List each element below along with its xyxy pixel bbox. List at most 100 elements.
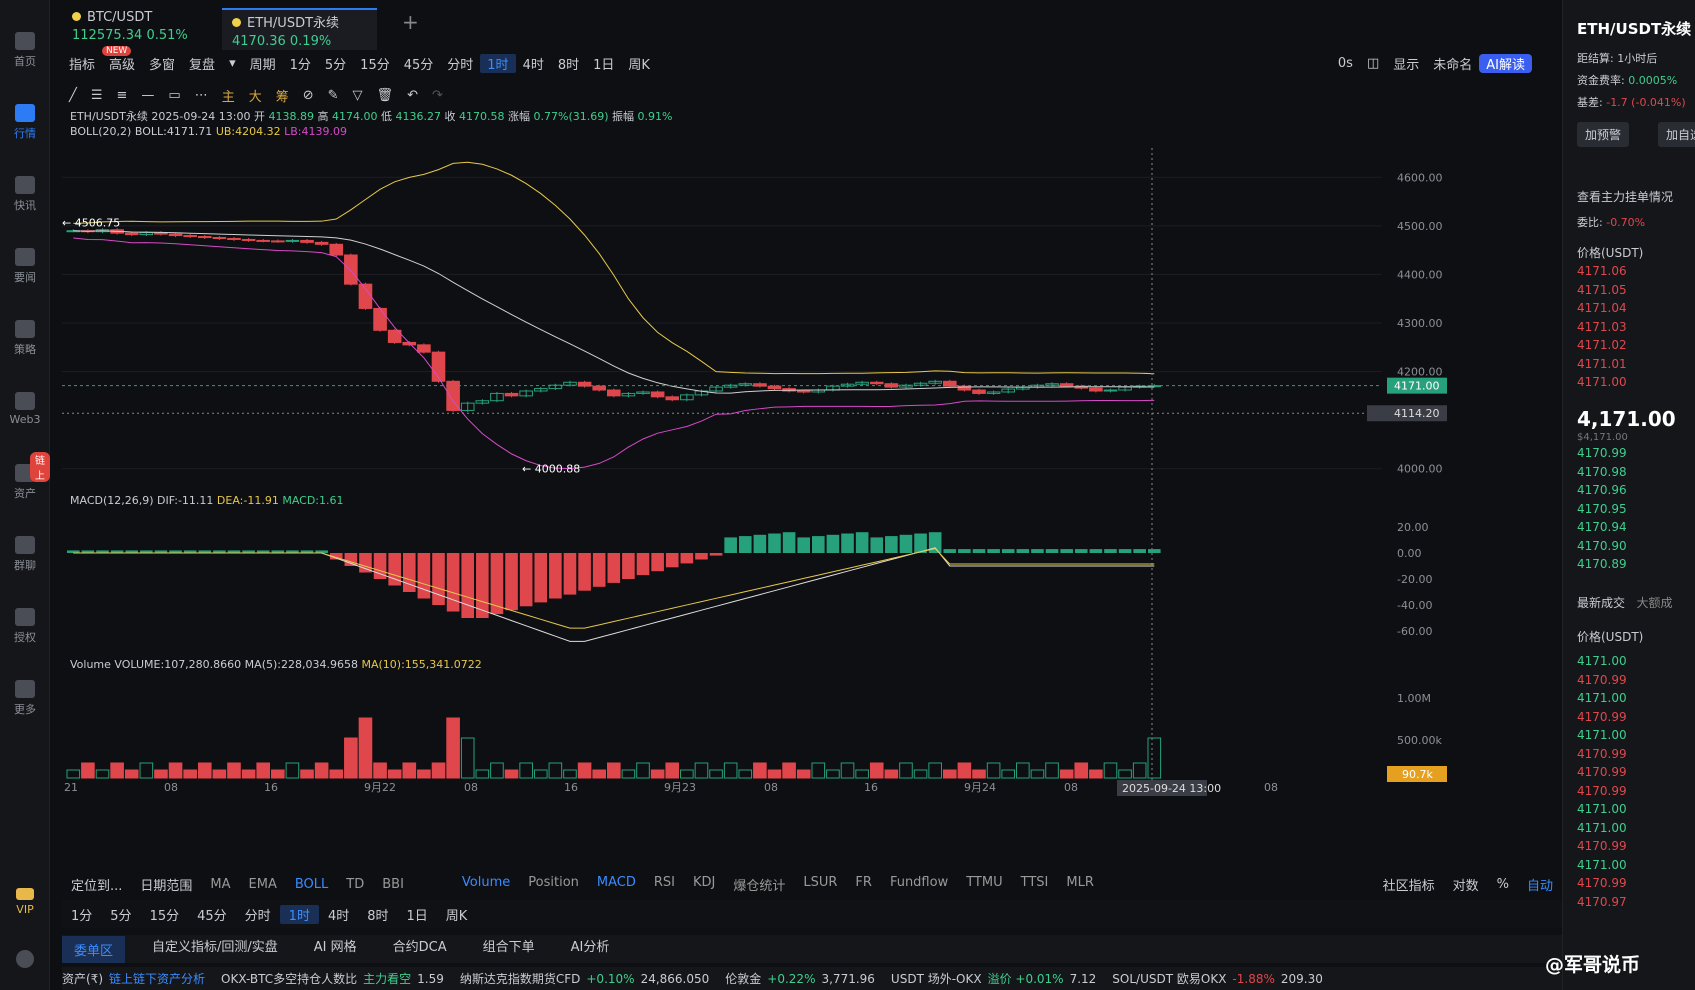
sub-indicator-3[interactable]: RSI: [653, 874, 675, 890]
ask-row[interactable]: 4171.04: [1577, 301, 1627, 315]
bid-row[interactable]: 4170.95: [1577, 501, 1627, 516]
main-indicator-3[interactable]: TD: [346, 876, 365, 892]
interval-5[interactable]: 1时: [480, 53, 516, 73]
ticker-item-3[interactable]: 伦敦金 +0.22% 3,771.96: [725, 972, 875, 986]
interval-0[interactable]: 1分: [289, 57, 311, 73]
sub-indicator-11[interactable]: MLR: [1066, 874, 1094, 890]
main-chart[interactable]: 4600.00 4500.00 4400.00 4300.00 4200.00 4000.…: [62, 108, 1500, 848]
multi-window-button[interactable]: 多窗: [149, 57, 176, 73]
bottom-interval-4[interactable]: 分时: [244, 908, 271, 924]
display-button[interactable]: 显示: [1393, 57, 1420, 73]
percent-toggle[interactable]: %: [1496, 876, 1509, 892]
locate-button[interactable]: 定位到...: [71, 878, 123, 894]
main-indicator-1[interactable]: EMA: [248, 876, 277, 892]
bottom-interval-8[interactable]: 1日: [406, 908, 428, 924]
main-indicator-0[interactable]: MA: [210, 876, 231, 892]
redo-icon[interactable]: ↷: [431, 87, 443, 103]
sidebar-item-market[interactable]: 行情: [0, 104, 50, 141]
bid-row[interactable]: 4170.99: [1577, 446, 1627, 460]
interval-9[interactable]: 周K: [628, 57, 650, 73]
magnet-icon[interactable]: ⊘: [302, 87, 314, 103]
line-tool-icon[interactable]: ╱: [69, 87, 77, 103]
advanced-button[interactable]: 高级 NEW: [102, 45, 142, 73]
sidebar-item-vip[interactable]: VIP: [0, 888, 50, 916]
sub-indicator-2[interactable]: MACD: [596, 874, 636, 890]
ray-tool-icon[interactable]: —: [141, 87, 155, 103]
sub-indicator-0[interactable]: Volume: [461, 874, 511, 890]
bid-row[interactable]: 4170.94: [1577, 520, 1627, 534]
big-order-button[interactable]: 大: [248, 89, 262, 105]
bid-row[interactable]: 4170.96: [1577, 483, 1627, 497]
log-scale-toggle[interactable]: 对数: [1452, 878, 1479, 894]
ai-interpret-button[interactable]: AI解读: [1479, 53, 1532, 73]
rect-tool-icon[interactable]: ▭: [168, 87, 181, 103]
date-range-dropdown[interactable]: 日期范围: [140, 878, 193, 894]
interval-6[interactable]: 4时: [522, 57, 544, 73]
main-force-orders-link[interactable]: 查看主力挂单情况: [1577, 190, 1674, 204]
bottom-interval-5[interactable]: 1时: [279, 904, 319, 924]
settings-button[interactable]: [0, 950, 50, 971]
bottom-interval-2[interactable]: 15分: [149, 908, 180, 924]
sidebar-item-news[interactable]: 快讯: [0, 176, 50, 213]
sub-indicator-4[interactable]: KDJ: [692, 874, 716, 890]
community-indicators[interactable]: 社区指标: [1382, 878, 1435, 894]
bottom-interval-6[interactable]: 4时: [327, 908, 350, 924]
bottom-interval-7[interactable]: 8时: [367, 908, 389, 924]
replay-button[interactable]: 复盘: [189, 57, 216, 73]
period-dropdown[interactable]: 周期: [249, 57, 276, 73]
boll-info[interactable]: BOLL(20,2) BOLL:4171.71 UB:4204.32 LB:41…: [70, 125, 347, 138]
sidebar-item-web3[interactable]: Web3: [0, 392, 50, 426]
sidebar-item-chat[interactable]: 群聊: [0, 536, 50, 573]
sub-indicator-9[interactable]: TTMU: [966, 874, 1003, 890]
undo-icon[interactable]: ↶: [407, 87, 418, 103]
main-indicator-4[interactable]: BBI: [382, 876, 404, 892]
ticker-item-4[interactable]: USDT 场外-OKX 溢价 +0.01% 7.12: [890, 972, 1097, 986]
hline-tool-icon[interactable]: ☰: [90, 87, 103, 103]
tab-btc[interactable]: BTC/USDT 112575.34 0.51%: [72, 10, 188, 43]
main-force-button[interactable]: 主: [221, 89, 235, 105]
bid-row[interactable]: 4170.90: [1577, 538, 1627, 553]
sub-indicator-10[interactable]: TTSI: [1020, 874, 1049, 890]
panel-tab-2[interactable]: AI 网格: [313, 939, 357, 955]
sidebar-item-auth[interactable]: 授权: [0, 608, 50, 645]
bottom-interval-3[interactable]: 45分: [197, 908, 227, 924]
ask-row[interactable]: 4171.00: [1577, 375, 1627, 389]
interval-3[interactable]: 45分: [403, 57, 434, 73]
sidebar-item-headlines[interactable]: 要闻: [0, 248, 50, 285]
more-tools-icon[interactable]: ⋯: [194, 87, 208, 103]
main-indicator-2[interactable]: BOLL: [294, 876, 329, 892]
panel-tab-1[interactable]: 自定义指标/回测/实盘: [152, 939, 278, 955]
panel-tab-4[interactable]: 组合下单: [482, 939, 535, 955]
sub-indicator-6[interactable]: LSUR: [803, 874, 838, 890]
camera-icon[interactable]: ◫: [1366, 55, 1380, 71]
panel-tab-5[interactable]: AI分析: [570, 939, 610, 955]
interval-7[interactable]: 8时: [557, 57, 580, 73]
sidebar-item-assets[interactable]: 资产 链上: [0, 452, 50, 501]
sub-indicator-8[interactable]: Fundflow: [889, 874, 949, 890]
indicator-button[interactable]: 指标: [69, 57, 96, 73]
bid-row[interactable]: 4170.89: [1577, 557, 1627, 571]
panel-tab-0[interactable]: 委单区: [62, 935, 126, 963]
bottom-interval-9[interactable]: 周K: [445, 908, 468, 924]
sub-indicator-7[interactable]: FR: [855, 874, 872, 890]
sidebar-item-home[interactable]: 首页: [0, 32, 50, 69]
ruler-icon[interactable]: ✎: [327, 87, 339, 103]
ticker-item-2[interactable]: 纳斯达克指数期货CFD +0.10% 24,866.050: [459, 972, 710, 986]
tab-eth[interactable]: ETH/USDT永续 4170.36 0.19%: [222, 8, 377, 50]
ask-row[interactable]: 4171.03: [1577, 319, 1627, 334]
bottom-interval-1[interactable]: 5分: [110, 908, 132, 924]
add-tab-button[interactable]: +: [402, 10, 419, 34]
ask-row[interactable]: 4171.06: [1577, 264, 1627, 278]
macd-info[interactable]: MACD(12,26,9) DIF:-11.11 DEA:-11.91 MACD…: [70, 494, 344, 507]
ask-row[interactable]: 4171.02: [1577, 338, 1627, 352]
sub-indicator-5[interactable]: 爆仓统计: [733, 878, 786, 894]
sub-indicator-1[interactable]: Position: [528, 874, 579, 890]
interval-2[interactable]: 15分: [360, 57, 390, 73]
ticker-item-1[interactable]: OKX-BTC多空持仓人数比 主力看空 1.59: [221, 972, 444, 986]
auto-scale-toggle[interactable]: 自动: [1526, 878, 1553, 894]
interval-1[interactable]: 5分: [324, 57, 347, 73]
filter-icon[interactable]: ▽: [352, 87, 363, 103]
sidebar-item-strategy[interactable]: 策略: [0, 320, 50, 357]
channel-tool-icon[interactable]: ≡: [116, 87, 128, 103]
bottom-interval-0[interactable]: 1分: [71, 908, 93, 924]
